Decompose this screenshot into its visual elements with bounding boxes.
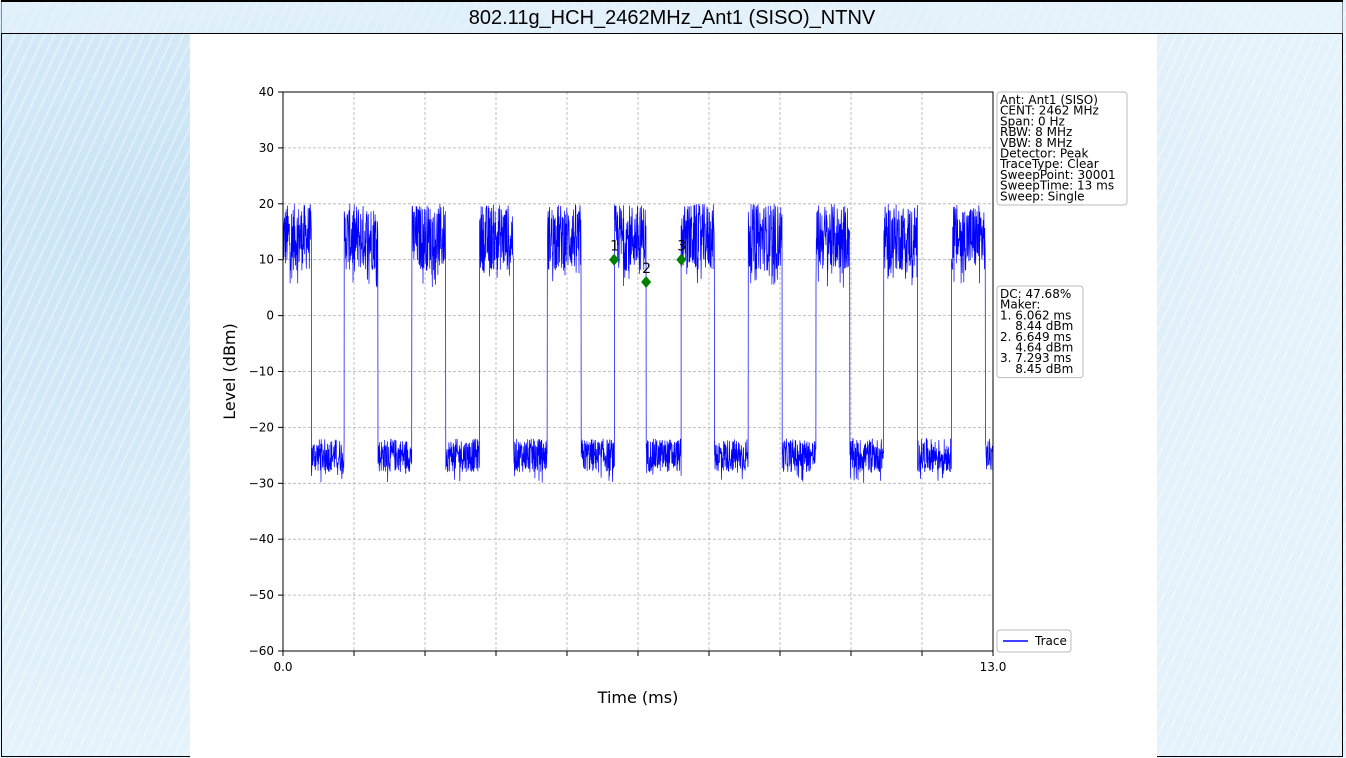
- y-tick-label: −40: [249, 532, 274, 546]
- box-line: 1. 6.062 ms: [1000, 308, 1071, 322]
- legend: Trace: [996, 629, 1072, 653]
- box-line: VBW: 8 MHz: [1000, 136, 1072, 150]
- y-tick-label: 20: [259, 197, 274, 211]
- box-line: 4.64 dBm: [1000, 341, 1073, 355]
- marker-point: [641, 276, 652, 289]
- y-tick-label: −30: [249, 476, 274, 490]
- box-line: 8.44 dBm: [1000, 319, 1073, 333]
- marker-label: 3: [677, 239, 686, 255]
- box-background: [996, 91, 1128, 206]
- legend-box: [996, 629, 1072, 653]
- y-tick-label: −10: [249, 365, 274, 379]
- y-tick-label: −60: [249, 644, 274, 658]
- y-axis-label: Level (dBm): [220, 323, 239, 420]
- box-line: CENT: 2462 MHz: [1000, 104, 1099, 118]
- box-line: SweepPoint: 30001: [1000, 168, 1116, 182]
- box-line: 3. 7.293 ms: [1000, 351, 1071, 365]
- grid: [283, 92, 993, 651]
- box-background: [996, 285, 1084, 379]
- chart-svg: 1 2 3 40 30 20 10 0 −10 −20 −30 −40 −50 −60 0.0 13.0 T…: [220, 85, 1128, 707]
- trace-line: [282, 203, 994, 483]
- legend-entry: Trace: [1034, 634, 1067, 648]
- markers: 1 2 3: [609, 239, 687, 289]
- page-title: 802.11g_HCH_2462MHz_Ant1 (SISO)_NTNV: [1, 0, 1343, 34]
- marker-label: 1: [610, 239, 619, 255]
- marker-point: [609, 253, 620, 266]
- x-axis-label: Time (ms): [597, 688, 679, 707]
- y-tick-label: 0: [266, 309, 274, 323]
- box-line: SweepTime: 13 ms: [1000, 179, 1114, 193]
- box-line: Ant: Ant1 (SISO): [1000, 93, 1098, 107]
- y-tick-label: 10: [259, 253, 274, 267]
- box-line: Detector: Peak: [1000, 147, 1088, 161]
- box-line: Maker:: [1000, 298, 1040, 312]
- box-line: RBW: 8 MHz: [1000, 125, 1072, 139]
- y-tick-label: −50: [249, 588, 274, 602]
- y-tick-label: −20: [249, 420, 274, 434]
- box-line: TraceType: Clear: [999, 157, 1099, 171]
- marker-label: 2: [642, 261, 651, 277]
- box-line: DC: 47.68%: [1000, 287, 1071, 301]
- y-tick-label: 40: [259, 85, 274, 99]
- plot-panel: 1 2 3 40 30 20 10 0 −10 −20 −30 −40 −50 −60 0.0 13.0 T…: [190, 34, 1157, 758]
- box-line: Span: 0 Hz: [1000, 114, 1065, 128]
- box-line: Sweep: Single: [1000, 189, 1085, 203]
- trace-series: [282, 203, 994, 483]
- box-line: 8.45 dBm: [1000, 362, 1073, 376]
- y-tick-label: 30: [259, 141, 274, 155]
- marker-point: [676, 253, 687, 266]
- box-line: 2. 6.649 ms: [1000, 330, 1071, 344]
- x-tick-label: 13.0: [980, 660, 1007, 674]
- ticks: 40 30 20 10 0 −10 −20 −30 −40 −50 −60 0.0 13.0: [249, 85, 1007, 674]
- x-tick-label: 0.0: [273, 660, 292, 674]
